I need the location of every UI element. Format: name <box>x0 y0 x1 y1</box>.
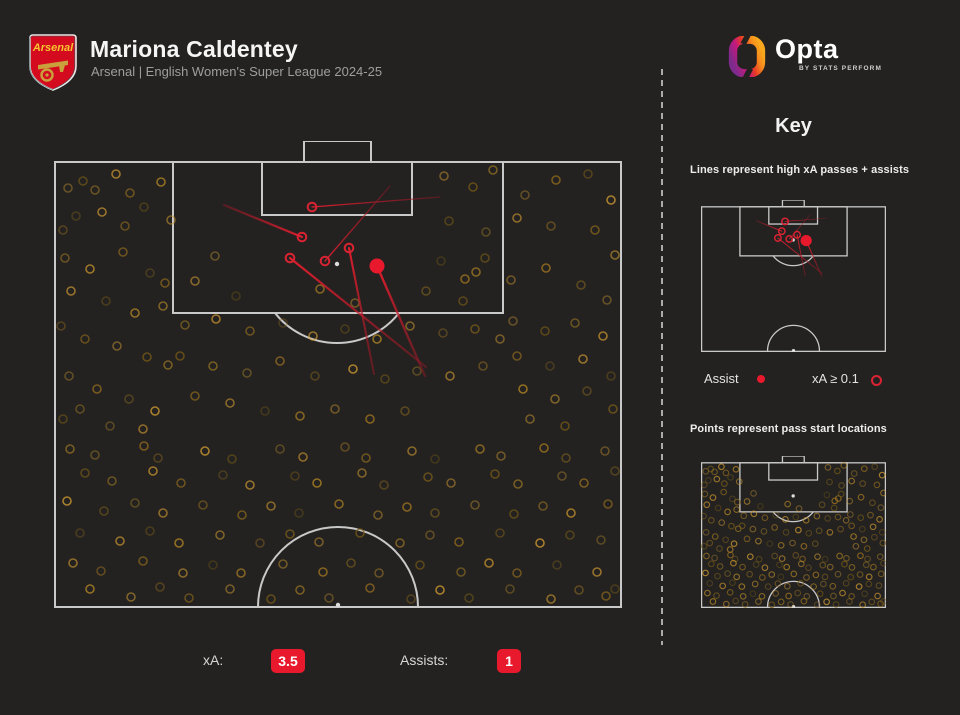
section-divider <box>661 69 663 645</box>
key-title: Key <box>775 115 812 137</box>
key-pitch-lines <box>701 200 886 352</box>
key-pitch-points <box>701 456 886 608</box>
xa-ring-icon <box>871 375 882 386</box>
assist-dot-icon <box>757 375 765 383</box>
opta-logo: Opta BY STATS PERFORM <box>728 36 882 77</box>
legend-xa-label: xA ≥ 0.1 <box>812 371 859 386</box>
opta-wordmark: Opta <box>775 34 839 64</box>
arsenal-crest: Arsenal <box>29 34 77 91</box>
opta-mark-icon <box>728 36 766 77</box>
cannon-icon <box>38 60 68 70</box>
assists-value-badge: 1 <box>497 649 521 673</box>
assists-label: Assists: <box>400 652 449 668</box>
points-key-label: Points represent pass start locations <box>690 423 887 435</box>
xa-value-badge: 3.5 <box>271 649 305 673</box>
lines-key-label: Lines represent high xA passes + assists <box>690 164 910 176</box>
main-pitch <box>54 141 622 608</box>
page-subtitle: Arsenal | English Women's Super League 2… <box>91 64 383 79</box>
arsenal-crest-text: Arsenal <box>32 42 74 54</box>
legend-assist-label: Assist <box>704 371 739 386</box>
opta-byline: BY STATS PERFORM <box>799 65 882 72</box>
page-title: Mariona Caldentey <box>90 36 298 62</box>
xa-label: xA: <box>203 652 224 668</box>
